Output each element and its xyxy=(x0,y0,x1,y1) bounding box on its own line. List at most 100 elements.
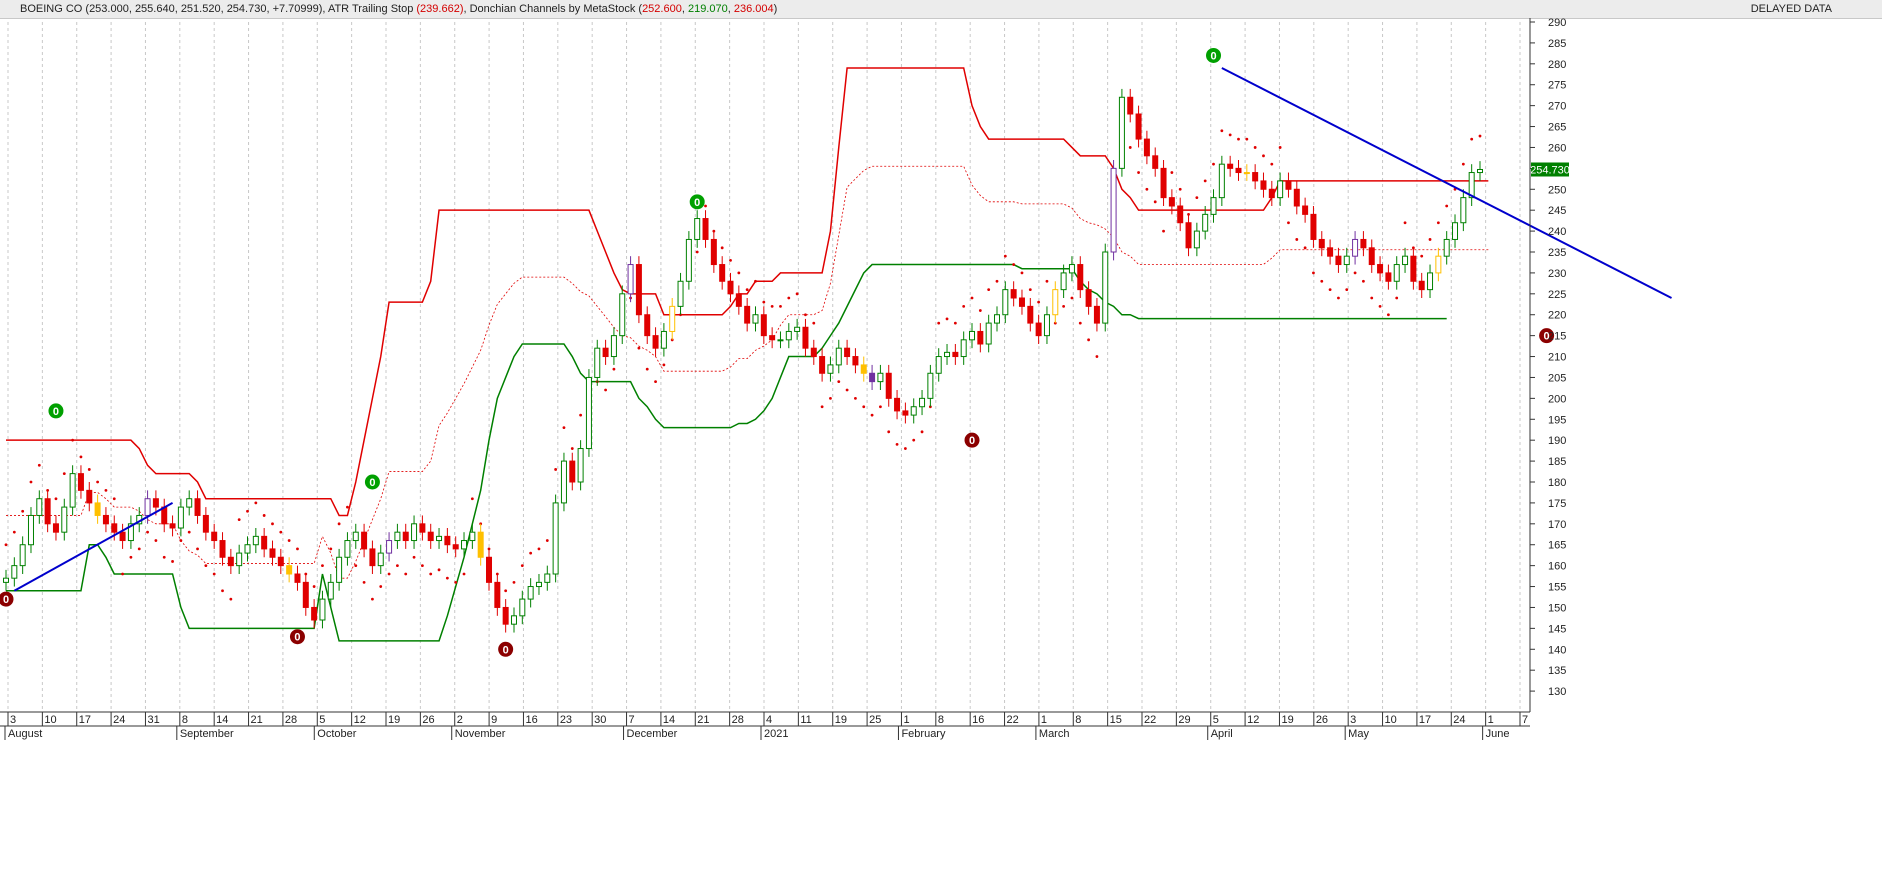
price-tick-label: 180 xyxy=(1548,477,1566,489)
last-price-tag xyxy=(1531,162,1569,177)
candle-body xyxy=(1077,264,1084,291)
atr-stop-dot xyxy=(1436,221,1440,225)
atr-stop-dot xyxy=(903,447,907,450)
atr-stop-dot xyxy=(254,501,258,505)
candle-body xyxy=(102,514,109,525)
candle-body xyxy=(344,540,351,558)
candle-body xyxy=(694,218,701,240)
atr-stop-dot xyxy=(770,304,774,308)
atr-stop-dot xyxy=(379,585,383,588)
atr-stop-dot xyxy=(187,530,191,534)
atr-stop-dot xyxy=(296,547,299,551)
candle-body xyxy=(311,606,318,621)
date-tick-label: 26 xyxy=(422,714,434,726)
candle-body xyxy=(1393,264,1400,282)
wave-label: 0 xyxy=(3,594,9,606)
atr-stop-dot xyxy=(829,396,832,400)
atr-stop-dot xyxy=(179,539,183,542)
candle-body xyxy=(810,347,817,358)
candle-body xyxy=(1360,238,1367,249)
atr-stop-dot xyxy=(1278,146,1282,149)
candle-body xyxy=(510,615,517,625)
candle-body xyxy=(1277,180,1284,199)
month-label: 2021 xyxy=(764,728,788,740)
atr-stop-dot xyxy=(1012,263,1016,266)
candle-body xyxy=(477,531,484,558)
wave-marker xyxy=(689,194,705,210)
atr-stop-dot xyxy=(1386,313,1390,317)
atr-stop-dot xyxy=(612,367,616,371)
candle-body xyxy=(1185,222,1192,249)
price-tick-label: 205 xyxy=(1548,372,1566,384)
atr-stop-dot xyxy=(1028,288,1032,292)
month-label: October xyxy=(317,728,356,740)
atr-stop-dot xyxy=(962,304,966,308)
atr-stop-dot xyxy=(62,472,66,476)
candle-body xyxy=(444,535,451,546)
atr-stop-dot xyxy=(970,296,974,300)
atr-stop-dot xyxy=(1312,271,1315,275)
candle-body xyxy=(186,498,193,508)
atr-stop-dot xyxy=(1245,137,1249,141)
candle-body xyxy=(261,535,268,550)
donchian-upper-value: 252.600 xyxy=(642,3,682,15)
price-axis[interactable]: 130 135 140 145 150 155 160 165 170 175 180 185 190 1… xyxy=(1529,18,1570,712)
atr-stop-dot xyxy=(1170,171,1174,174)
atr-stop-dot xyxy=(645,367,649,371)
date-tick-label: 28 xyxy=(732,714,744,726)
atr-stop-dot xyxy=(1153,200,1157,204)
atr-stop-dot xyxy=(396,564,399,568)
atr-stop-dot xyxy=(1337,296,1340,300)
atr-stop-dot xyxy=(520,564,524,568)
candle-body xyxy=(419,523,426,533)
price-tick-label: 190 xyxy=(1548,435,1566,447)
atr-stop-dot xyxy=(1020,271,1024,275)
candle-body xyxy=(602,347,609,358)
atr-stop-dot xyxy=(854,396,857,400)
candle-body xyxy=(844,347,851,358)
candle-body xyxy=(111,523,118,533)
date-tick-label: 22 xyxy=(1007,714,1019,726)
trendlines[interactable] xyxy=(13,67,1672,592)
candle-body xyxy=(993,314,1000,324)
symbol-name[interactable]: BOEING CO xyxy=(20,3,83,15)
atr-stop-dot xyxy=(1087,338,1090,342)
atr-stop-dot xyxy=(121,572,124,576)
atr-stop-dot xyxy=(512,580,516,584)
atr-stop-dot xyxy=(237,518,241,522)
month-label: February xyxy=(901,728,946,740)
price-tick-label: 260 xyxy=(1548,142,1566,154)
candle-body xyxy=(594,347,601,378)
last-price-label: 254.730 xyxy=(1530,164,1570,176)
atr-stop-dot xyxy=(812,321,816,325)
date-tick-label: 25 xyxy=(869,714,881,726)
atr-stop-dot xyxy=(1195,196,1199,200)
atr-stop-dot xyxy=(162,555,166,559)
date-tick-label: 19 xyxy=(1281,714,1293,726)
atr-stop-dot xyxy=(287,539,291,542)
atr-stop-dot xyxy=(1003,254,1007,258)
atr-indicator-label[interactable]: ATR Trailing Stop xyxy=(327,3,414,15)
price-tick-label: 265 xyxy=(1548,122,1566,134)
candle-body xyxy=(619,293,626,337)
price-tick-label: 130 xyxy=(1548,686,1566,698)
candle-body xyxy=(727,280,734,295)
candle-body xyxy=(860,364,867,374)
candle-body xyxy=(94,502,101,516)
candle-body xyxy=(1027,305,1034,324)
donchian-indicator-label[interactable]: Donchian Channels by MetaStock xyxy=(469,3,636,15)
price-tick-label: 145 xyxy=(1548,623,1566,635)
atr-stop-dot xyxy=(695,250,699,254)
candle-body xyxy=(1135,113,1142,140)
candle-body xyxy=(277,556,284,567)
atr-stop-dot xyxy=(1062,304,1066,308)
wave-label: 0 xyxy=(694,197,700,209)
time-axis[interactable]: 3 10 17 24 31 8 14 21 28 5 12 19 26 2 9 16 23 30 7 14 21 28 4 1… xyxy=(0,711,1530,740)
candle-body xyxy=(461,540,468,550)
atr-stop-dot xyxy=(1237,137,1240,141)
atr-trailing-stop xyxy=(4,129,1482,601)
donchian-open-paren: ( xyxy=(638,3,643,15)
candle-body xyxy=(702,218,709,240)
candle-body xyxy=(1302,205,1309,215)
